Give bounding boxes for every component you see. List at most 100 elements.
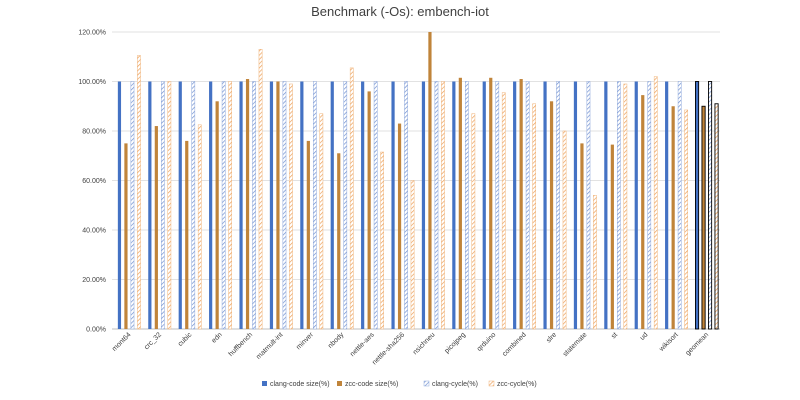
x-tick-label: combined xyxy=(501,331,527,357)
legend-swatch xyxy=(262,381,267,386)
bar-cubic-clang-cycle- xyxy=(191,81,196,330)
bar-minver-zcc-code-size- xyxy=(306,140,310,329)
bar-combined-zcc-code-size- xyxy=(519,79,523,330)
bar-st-clang-code-size- xyxy=(604,81,608,329)
bar-crc-32-clang-cycle- xyxy=(161,81,165,330)
bar-minver-zcc-cycle- xyxy=(319,113,324,330)
bar-huffbench-zcc-cycle- xyxy=(258,49,263,330)
bar-nettle-aes-clang-code-size- xyxy=(361,81,365,329)
bar-minver-clang-code-size- xyxy=(300,81,304,329)
bar-huffbench-zcc-code-size- xyxy=(245,79,250,330)
bar-qrduino-zcc-cycle- xyxy=(501,92,506,330)
legend-label: clang-cycle(%) xyxy=(432,381,478,388)
bar-slre-clang-cycle- xyxy=(556,81,560,330)
bar-geomean-zcc-code-size- xyxy=(701,105,706,330)
bar-picojpeg-clang-code-size- xyxy=(452,81,456,329)
bar-nettle-aes-zcc-cycle- xyxy=(380,151,384,330)
bar-statemate-zcc-cycle- xyxy=(593,195,597,330)
bar-wikisort-clang-code-size- xyxy=(665,81,669,329)
gridlines xyxy=(112,31,720,330)
y-tick-label: 60.00% xyxy=(82,178,106,185)
bar-slre-zcc-code-size- xyxy=(549,101,554,329)
x-tick-label: slre xyxy=(545,331,558,344)
bar-nbody-zcc-code-size- xyxy=(337,153,341,329)
bar-nettle-sha256-zcc-code-size- xyxy=(397,123,402,329)
x-tick-label: minver xyxy=(295,331,315,351)
bar-huffbench-clang-code-size- xyxy=(239,81,243,329)
bar-qrduino-clang-cycle- xyxy=(495,81,500,330)
bar-combined-clang-code-size- xyxy=(513,81,517,329)
bar-nsichneu-clang-cycle- xyxy=(434,81,439,330)
bar-wikisort-clang-cycle- xyxy=(677,81,682,330)
x-tick-label: picojpeg xyxy=(444,331,467,354)
bar-matmult-int-zcc-cycle- xyxy=(289,83,293,330)
x-tick-label: st xyxy=(610,331,619,340)
bar-mont64-clang-cycle- xyxy=(130,81,135,330)
bar-nettle-sha256-zcc-cycle- xyxy=(410,180,415,330)
x-tick-label: mont64 xyxy=(111,331,133,353)
bar-nettle-aes-zcc-code-size- xyxy=(367,91,371,330)
legend-label: clang-code size(%) xyxy=(270,381,330,388)
bar-geomean-zcc-cycle- xyxy=(714,103,719,330)
bar-slre-clang-code-size- xyxy=(543,81,547,329)
bar-st-clang-cycle- xyxy=(617,81,621,330)
y-tick-label: 80.00% xyxy=(82,129,106,136)
x-tick-label: huffbench xyxy=(228,331,255,358)
bar-wikisort-zcc-code-size- xyxy=(671,106,675,329)
bar-edn-zcc-cycle- xyxy=(228,81,233,330)
bar-edn-clang-code-size- xyxy=(209,81,213,329)
bar-nettle-sha256-clang-cycle- xyxy=(404,81,408,330)
x-tick-label: nsichneu xyxy=(412,331,437,356)
x-tick-label: qrduino xyxy=(476,331,498,353)
bar-huffbench-clang-cycle- xyxy=(252,81,256,330)
bar-picojpeg-zcc-cycle- xyxy=(471,113,476,330)
bar-nbody-clang-cycle- xyxy=(343,81,348,330)
y-tick-label: 120.00% xyxy=(78,30,106,37)
bar-wikisort-zcc-cycle- xyxy=(684,109,688,330)
bar-nsichneu-zcc-cycle- xyxy=(441,81,445,330)
y-tick-label: 100.00% xyxy=(78,79,106,86)
bar-geomean-clang-cycle- xyxy=(708,81,713,330)
x-tick-label: nettle-aes xyxy=(349,331,376,358)
bar-matmult-int-zcc-code-size- xyxy=(276,81,280,329)
bar-mont64-clang-code-size- xyxy=(117,81,122,329)
x-tick-label: wikisort xyxy=(658,331,680,353)
bar-slre-zcc-cycle- xyxy=(562,130,567,330)
legend-swatch xyxy=(488,380,495,387)
x-tick-label: geomean xyxy=(685,331,711,357)
bar-picojpeg-zcc-code-size- xyxy=(458,77,462,329)
bar-cubic-clang-code-size- xyxy=(178,81,182,329)
y-tick-label: 40.00% xyxy=(82,228,106,235)
bar-geomean-clang-code-size- xyxy=(695,81,700,330)
x-tick-label: edn xyxy=(211,331,224,344)
chart-title: Benchmark (-Os): embench-iot xyxy=(311,4,489,19)
x-tick-label: ud xyxy=(639,331,650,342)
bar-nsichneu-clang-code-size- xyxy=(421,81,426,329)
x-tick-label: cubic xyxy=(177,331,194,348)
legend-label: zcc-code size(%) xyxy=(345,381,398,388)
y-tick-label: 20.00% xyxy=(82,277,106,284)
x-tick-label: matmult-int xyxy=(255,331,284,360)
bar-crc-32-clang-code-size- xyxy=(148,81,152,329)
x-axis-labels: mont64 crc_32 cubic edn huffbench matmult-int… xyxy=(111,331,710,366)
bar-nbody-clang-code-size- xyxy=(330,81,334,329)
bar-combined-zcc-cycle- xyxy=(532,103,536,330)
bar-edn-zcc-code-size- xyxy=(215,101,219,329)
bar-picojpeg-clang-cycle- xyxy=(465,81,469,330)
bar-nsichneu-zcc-code-size- xyxy=(428,32,432,329)
bar-ud-clang-cycle- xyxy=(647,81,652,330)
bar-nbody-zcc-cycle- xyxy=(349,67,354,330)
x-tick-label: nbody xyxy=(327,331,346,350)
y-tick-label: 0.00% xyxy=(86,327,106,334)
x-tick-label: statemate xyxy=(562,331,589,358)
bars xyxy=(117,32,719,330)
x-tick-label: crc_32 xyxy=(143,331,163,351)
bar-nettle-sha256-clang-code-size- xyxy=(391,81,395,329)
bar-qrduino-zcc-code-size- xyxy=(489,77,493,329)
y-axis-ticks: 0.00% 20.00% 40.00% 60.00% 80.00% 100.00% 120.… xyxy=(78,30,106,334)
bar-qrduino-clang-code-size- xyxy=(482,81,486,329)
bar-crc-32-zcc-code-size- xyxy=(154,126,158,329)
bar-cubic-zcc-cycle- xyxy=(197,124,202,330)
bar-statemate-clang-code-size- xyxy=(573,81,578,329)
